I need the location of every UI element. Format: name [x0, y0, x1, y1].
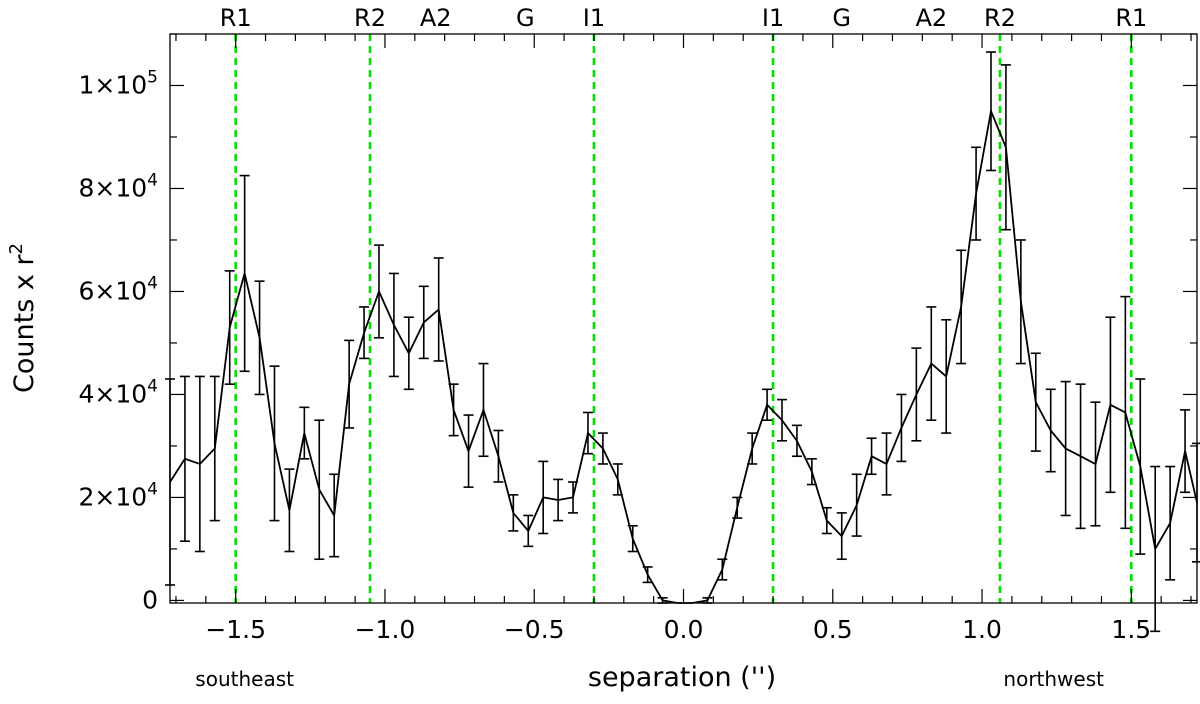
- y-tick-label: 6×104: [79, 273, 159, 305]
- southeast-label: southeast: [195, 667, 294, 691]
- top-label-i1: I1: [583, 4, 605, 32]
- x-tick-label: −1.0: [355, 615, 416, 644]
- y-tick-label: 0: [142, 585, 158, 614]
- top-label-g: G: [516, 4, 535, 32]
- y-axis-label-superscript: 2: [6, 243, 27, 254]
- top-labels: R1 R2 I1 I1 R2 R1 A2 G G A2: [220, 4, 1148, 32]
- x-axis-label: separation (''): [588, 662, 776, 693]
- x-tick-label: −1.5: [205, 615, 266, 644]
- y-tick-label-base: 1×10: [79, 70, 148, 99]
- y-tick-label-base: 0: [142, 585, 158, 614]
- error-bars: [165, 51, 1200, 633]
- y-tick-label-base: 2×10: [79, 482, 148, 511]
- data-series-line: [169, 108, 1198, 604]
- x-tick-label: −0.5: [504, 615, 565, 644]
- y-tick-label-exponent: 4: [147, 273, 158, 293]
- top-label-i1: I1: [762, 4, 784, 32]
- y-tick-label: 8×104: [79, 170, 159, 202]
- top-label-a2: A2: [915, 4, 947, 32]
- y-tick-label: 1×105: [79, 67, 159, 99]
- y-tick-label-base: 6×10: [79, 276, 148, 305]
- x-tick-label: 0.5: [813, 615, 853, 644]
- y-tick-label-base: 4×10: [79, 379, 148, 408]
- top-label-g: G: [832, 4, 851, 32]
- y-tick-label: 2×104: [79, 479, 159, 511]
- top-label-r2: R2: [354, 4, 386, 32]
- y-axis-label-text: Counts x r: [9, 254, 40, 393]
- top-label-r1: R1: [220, 4, 252, 32]
- x-tick-label: 1.5: [1111, 615, 1151, 644]
- error-bar: [1192, 442, 1200, 563]
- y-tick-label-exponent: 5: [147, 67, 158, 87]
- top-label-r2: R2: [984, 4, 1016, 32]
- northwest-label: northwest: [1003, 667, 1104, 691]
- x-tick-label: 1.0: [962, 615, 1002, 644]
- top-label-r1: R1: [1115, 4, 1147, 32]
- plot-frame: [169, 33, 1198, 604]
- y-tick-label-exponent: 4: [147, 479, 158, 499]
- x-tick-label: 0.0: [664, 615, 704, 644]
- top-label-a2: A2: [420, 4, 452, 32]
- y-tick-label-base: 8×10: [79, 173, 148, 202]
- y-tick-label-exponent: 4: [147, 376, 158, 396]
- reference-lines: [234, 34, 1133, 603]
- y-tick-label: 4×104: [79, 376, 159, 408]
- x-axis-ticks: −1.5 −1.0 −0.5 0.0 0.5 1.0 1.5: [175, 34, 1192, 644]
- y-tick-label-exponent: 4: [147, 170, 158, 190]
- y-axis-label: Counts x r2: [6, 243, 40, 393]
